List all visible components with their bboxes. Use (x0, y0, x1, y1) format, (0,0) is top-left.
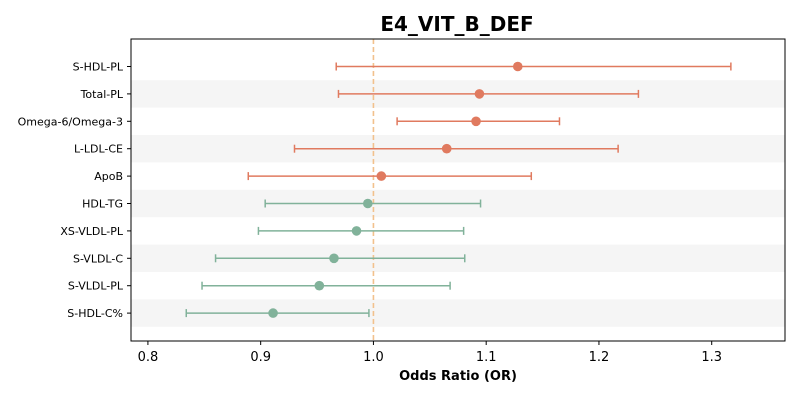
or-point (376, 171, 387, 181)
ci-row (264, 198, 482, 209)
y-tick-label: HDL-TG (82, 198, 123, 211)
ci-row (201, 280, 451, 291)
y-tick-label: L-LDL-CE (74, 143, 123, 156)
or-point (268, 308, 278, 318)
x-tick-label: 0.8 (138, 350, 159, 365)
ci-row (293, 143, 619, 154)
y-tick-label: XS-VLDL-PL (60, 225, 124, 238)
y-axis: S-HDL-PL Total-PL Omega-6/Omega-3 L-LDL-CE A… (18, 61, 131, 320)
ci-row (335, 61, 732, 72)
or-point (441, 143, 452, 154)
x-tick-label: 1.1 (476, 350, 497, 365)
or-point (314, 280, 325, 291)
y-tick-label: S-VLDL-C (73, 252, 123, 265)
or-point (474, 89, 485, 99)
ci-row (257, 226, 465, 236)
x-axis: 0.8 0.9 1.0 1.1 1.2 1.3 (138, 341, 722, 365)
y-tick-label: Total-PL (80, 88, 124, 101)
data-marks (185, 61, 732, 318)
or-point (471, 116, 481, 127)
x-tick-label: 0.9 (250, 350, 271, 365)
ci-row (337, 89, 640, 99)
ci-row (214, 253, 466, 264)
y-tick-label: Omega-6/Omega-3 (18, 115, 123, 128)
or-point (351, 226, 362, 236)
ci-row (247, 171, 533, 181)
x-tick-label: 1.2 (589, 350, 610, 365)
or-point (512, 61, 523, 72)
or-point (329, 253, 339, 264)
ci-row (185, 308, 370, 318)
x-tick-label: 1.0 (363, 350, 384, 365)
chart-title: E4_VIT_B_DEF (380, 12, 533, 36)
or-point (362, 198, 373, 209)
ci-row (396, 116, 561, 127)
plot-frame (130, 38, 786, 342)
y-tick-label: ApoB (94, 170, 123, 183)
y-tick-label: S-VLDL-PL (68, 280, 124, 293)
y-tick-label: S-HDL-PL (73, 61, 124, 74)
y-tick-label: S-HDL-C% (67, 307, 123, 320)
x-axis-label: Odds Ratio (OR) (399, 369, 517, 384)
x-tick-label: 1.3 (701, 350, 722, 365)
